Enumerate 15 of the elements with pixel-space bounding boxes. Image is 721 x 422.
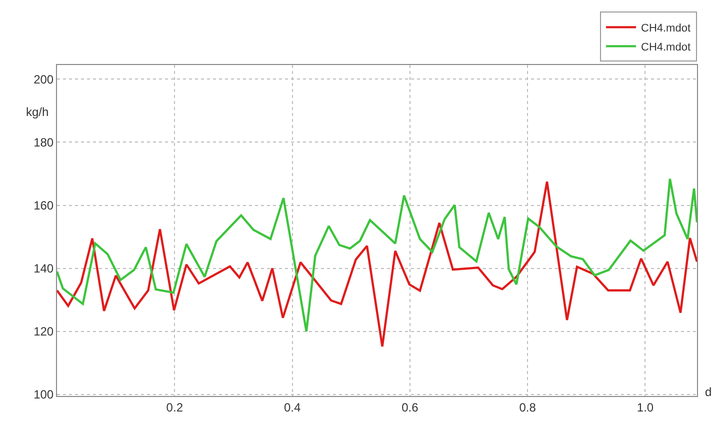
y-axis-title: kg/h xyxy=(26,105,49,119)
y-tick-label: 100 xyxy=(34,388,54,402)
legend-label: CH4.mdot xyxy=(641,41,691,54)
x-tick-label: 0.6 xyxy=(402,400,419,414)
y-tick-label: 160 xyxy=(34,198,54,212)
legend-label: CH4.mdot xyxy=(641,22,691,34)
y-tick-label: 140 xyxy=(34,262,54,276)
y-tick-label: 200 xyxy=(34,72,54,86)
x-tick-label: 0.8 xyxy=(519,400,536,414)
x-tick-label: 0.2 xyxy=(166,400,184,414)
x-tick-label: 1.0 xyxy=(636,400,654,414)
y-tick-label: 180 xyxy=(34,135,54,150)
x-axis-title: d xyxy=(705,385,712,399)
y-tick-label: 120 xyxy=(34,324,54,339)
x-tick-label: 0.4 xyxy=(284,400,301,414)
